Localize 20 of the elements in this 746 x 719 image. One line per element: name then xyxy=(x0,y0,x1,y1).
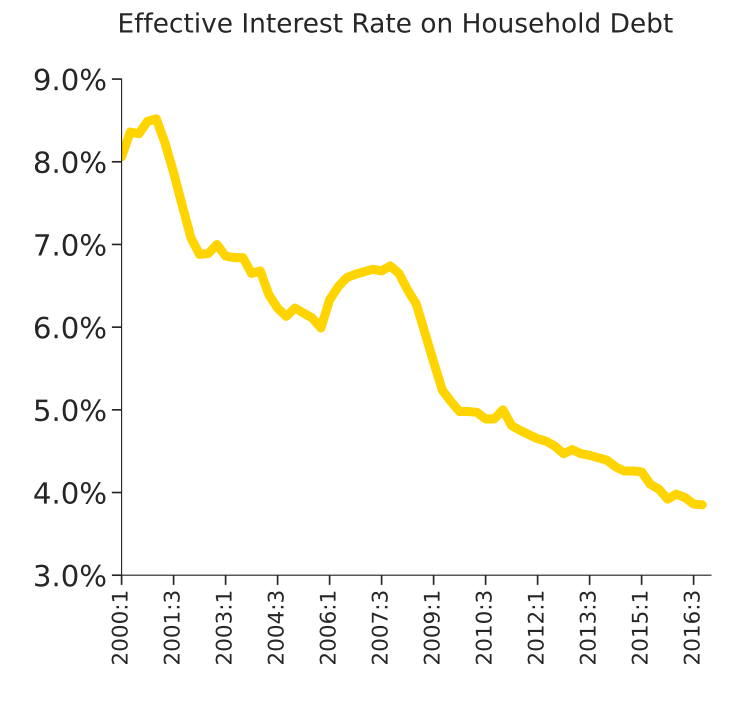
x-tick-label: 2016:3 xyxy=(684,592,700,664)
y-tick-label: 3.0% xyxy=(35,564,106,587)
x-tick-label: 2003:1 xyxy=(216,592,232,664)
x-tick-label: 2004:3 xyxy=(268,592,284,664)
x-tick-label: 2007:3 xyxy=(372,592,388,664)
x-tick-label: 2000:1 xyxy=(112,592,128,664)
y-tick-label: 7.0% xyxy=(35,234,106,256)
x-tick-label: 2010:3 xyxy=(476,592,492,664)
y-tick-label: 4.0% xyxy=(34,482,106,504)
y-tick-label: 8.0% xyxy=(34,151,106,174)
x-tick-label: 2001:3 xyxy=(164,592,180,664)
x-tick-label: 2006:1 xyxy=(320,592,336,664)
y-tick-label: 9.0% xyxy=(34,68,106,91)
x-tick-label: 2015:1 xyxy=(632,592,648,664)
x-tick-label: 2009:1 xyxy=(424,592,440,664)
y-tick-label: 6.0% xyxy=(34,316,106,339)
x-tick-label: 2012:1 xyxy=(528,592,544,664)
chart-title: Effective Interest Rate on Household Debt xyxy=(120,12,673,33)
x-tick-label: 2013:3 xyxy=(580,592,596,664)
y-tick-label: 5.0% xyxy=(35,399,106,422)
